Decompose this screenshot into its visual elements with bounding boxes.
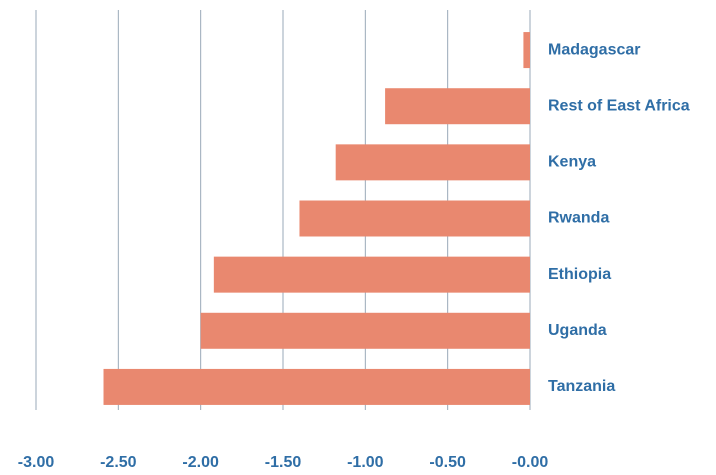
bar xyxy=(523,32,530,69)
x-tick-label: -1.00 xyxy=(347,454,384,471)
bar xyxy=(299,200,530,237)
category-label: Ethiopia xyxy=(548,266,611,283)
category-label: Kenya xyxy=(548,154,596,171)
x-tick-label: -0.00 xyxy=(512,454,549,471)
bar xyxy=(103,368,530,405)
category-label: Tanzania xyxy=(548,378,615,395)
category-label: Madagascar xyxy=(548,41,641,58)
category-label: Rest of East Africa xyxy=(548,97,690,114)
bar xyxy=(200,312,530,349)
x-tick-label: -1.50 xyxy=(265,454,302,471)
x-tick-label: -0.50 xyxy=(429,454,466,471)
x-tick-label: -2.50 xyxy=(100,454,137,471)
bar xyxy=(385,88,530,125)
bar xyxy=(213,256,530,293)
bar xyxy=(335,144,530,181)
category-label: Rwanda xyxy=(548,210,609,227)
x-tick-label: -3.00 xyxy=(18,454,55,471)
x-tick-label: -2.00 xyxy=(182,454,219,471)
category-label: Uganda xyxy=(548,322,607,339)
